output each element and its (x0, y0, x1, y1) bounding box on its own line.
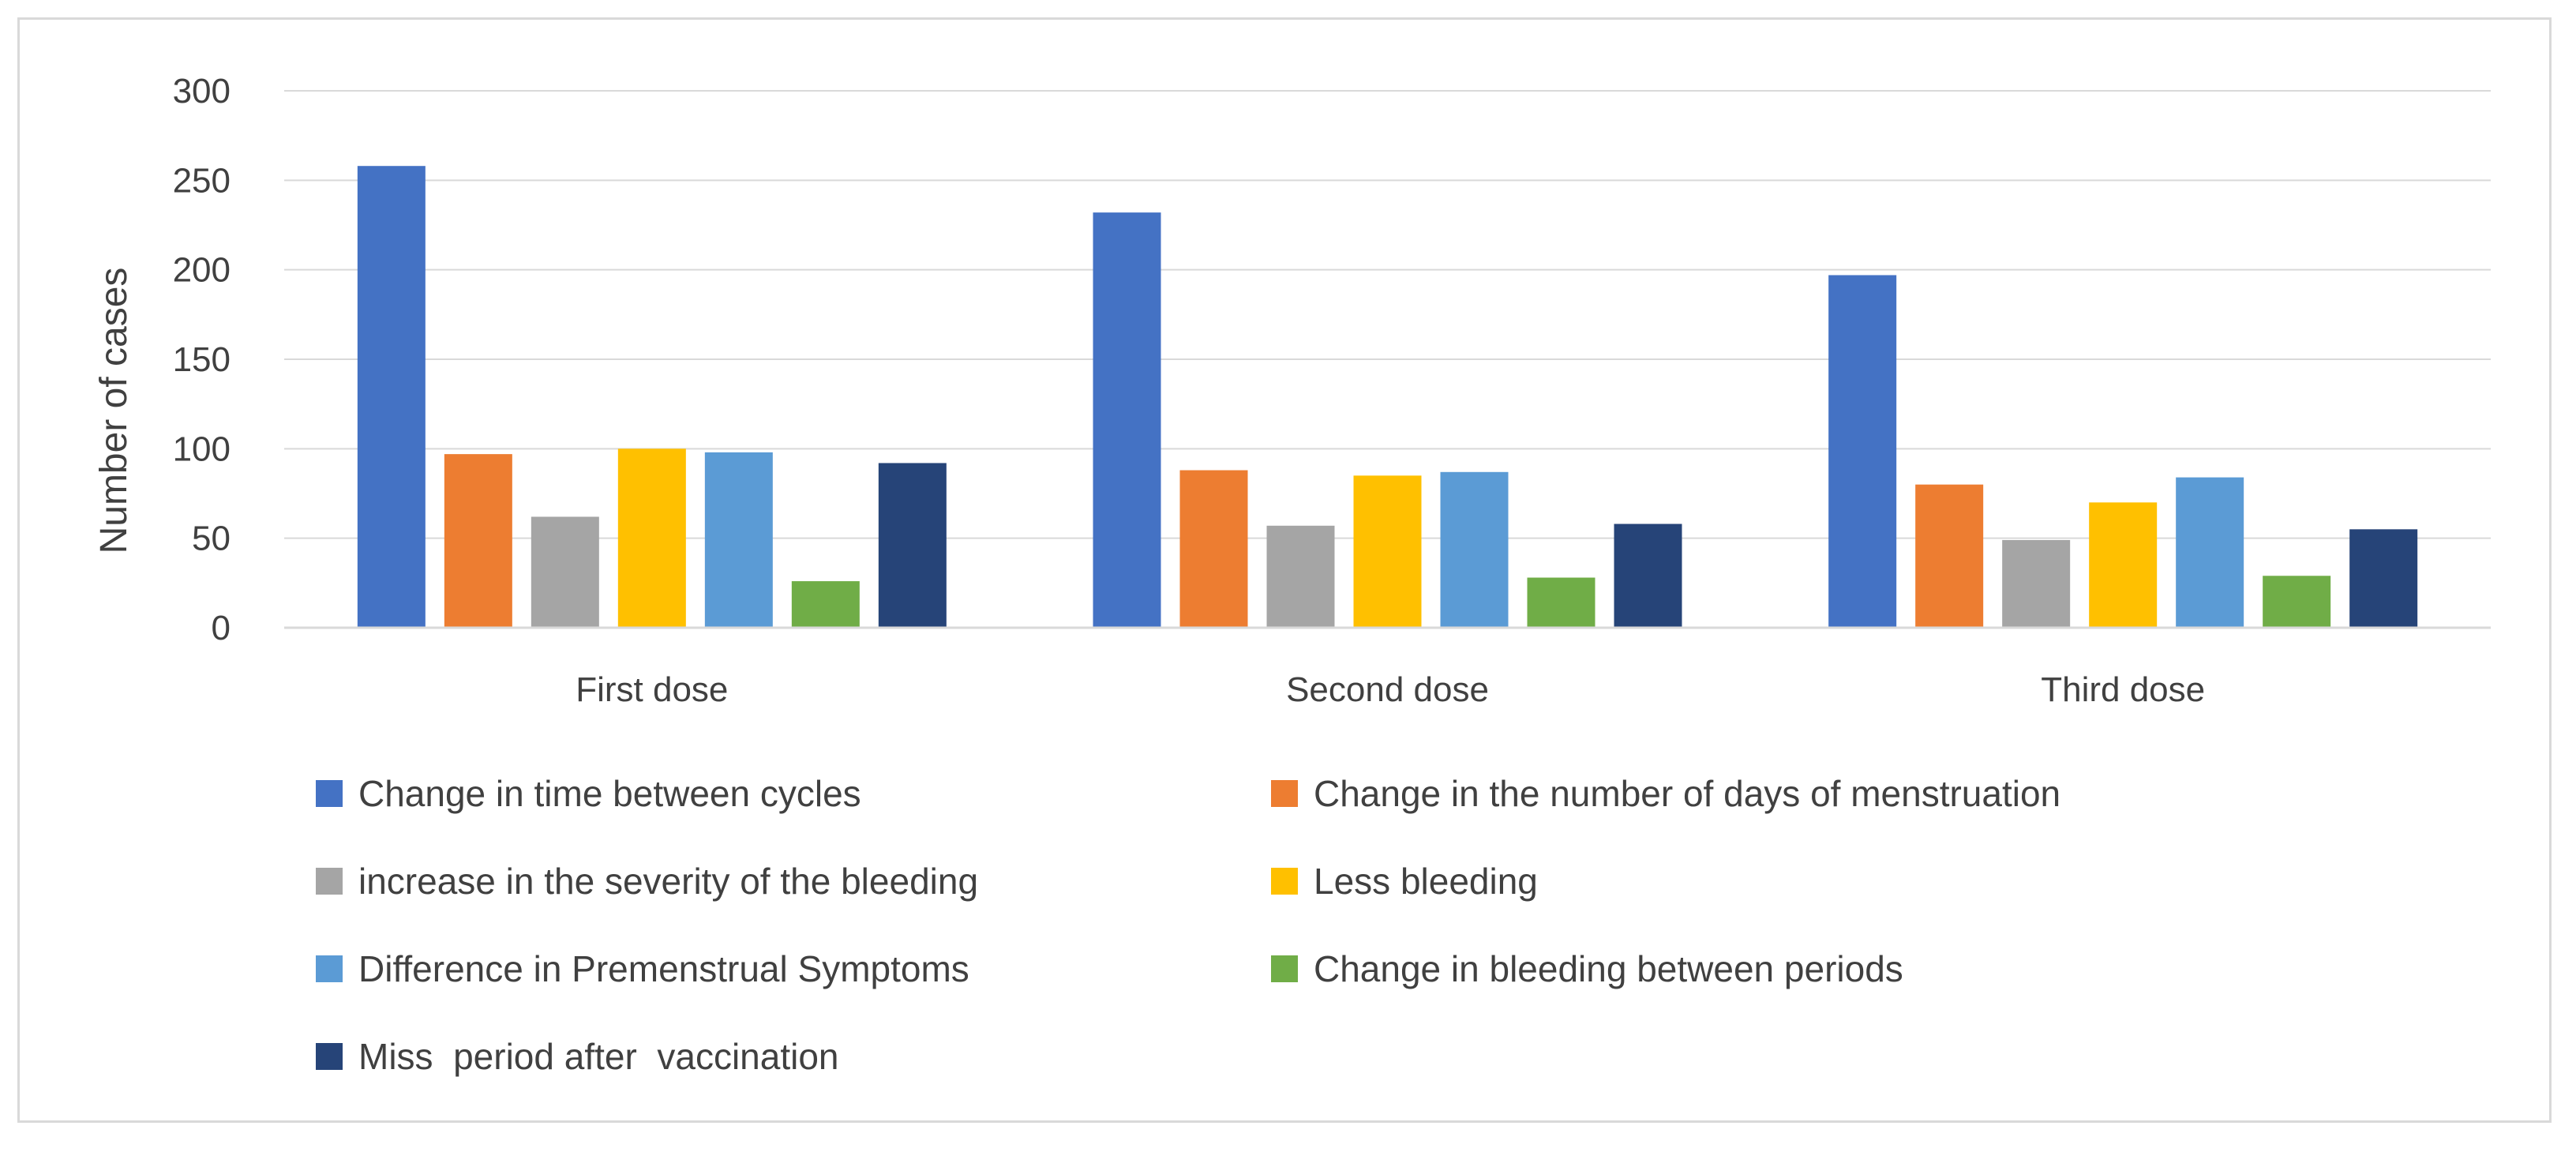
y-tick-label: 250 (173, 161, 231, 200)
legend: Change in time between cycles Change in t… (316, 773, 2060, 1077)
bar-6-2 (1527, 577, 1595, 628)
x-axis-ticks: First dose Second dose Third dose (576, 670, 2205, 709)
legend-swatch (1271, 955, 1298, 982)
bar-2-1 (444, 454, 512, 628)
y-tick-label: 50 (192, 520, 231, 558)
legend-item: increase in the severity of the bleeding (316, 861, 978, 902)
y-tick-label: 200 (173, 251, 231, 290)
y-tick-label: 300 (173, 72, 231, 111)
legend-swatch (316, 868, 343, 895)
bar-1-1 (357, 166, 426, 628)
bar-5-2 (1440, 471, 1509, 628)
bar-1-2 (1093, 212, 1161, 629)
legend-label: Change in bleeding between periods (1314, 948, 1903, 989)
legend-item: Change in the number of days of menstrua… (1271, 773, 2060, 814)
bar-2-3 (1915, 484, 1984, 628)
y-tick-label: 0 (212, 609, 231, 647)
legend-item: Change in time between cycles (316, 773, 861, 814)
y-axis-ticks: 0 50 100 150 200 250 300 (173, 72, 231, 647)
x-tick-label: First dose (576, 670, 728, 709)
bar-3-1 (531, 516, 599, 628)
bar-1-3 (1828, 275, 1897, 628)
legend-swatch (1271, 868, 1298, 895)
legend-swatch (316, 955, 343, 982)
bar-4-1 (617, 448, 686, 628)
bar-4-3 (2089, 502, 2158, 628)
y-axis-title: Number of cases (93, 268, 135, 554)
bar-7-1 (878, 463, 947, 628)
legend-label: Change in time between cycles (358, 773, 861, 814)
bar-3-3 (2002, 539, 2071, 628)
legend-label: Change in the number of days of menstrua… (1314, 773, 2060, 814)
bar-4-2 (1353, 475, 1422, 628)
bar-6-3 (2263, 576, 2331, 628)
legend-swatch (1271, 780, 1298, 807)
legend-swatch (316, 1043, 343, 1070)
legend-item: Change in bleeding between periods (1271, 948, 1903, 989)
legend-label: Less bleeding (1314, 861, 1538, 902)
legend-label: Miss period after vaccination (358, 1036, 839, 1077)
legend-item: Less bleeding (1271, 861, 1538, 902)
y-tick-label: 150 (173, 340, 231, 379)
bar-6-1 (791, 581, 860, 628)
bar-2-2 (1179, 470, 1248, 628)
gridlines (284, 90, 2491, 539)
bar-7-2 (1614, 523, 1682, 628)
legend-item: Miss period after vaccination (316, 1036, 839, 1077)
bar-5-3 (2176, 477, 2244, 628)
legend-item: Difference in Premenstrual Symptoms (316, 948, 969, 989)
y-tick-label: 100 (173, 430, 231, 468)
x-tick-label: Third dose (2041, 670, 2205, 709)
bar-5-1 (704, 452, 773, 628)
x-tick-label: Second dose (1286, 670, 1489, 709)
bars (357, 166, 2418, 629)
legend-swatch (316, 780, 343, 807)
legend-label: increase in the severity of the bleeding (358, 861, 978, 902)
legend-label: Difference in Premenstrual Symptoms (358, 948, 969, 989)
bar-7-3 (2349, 529, 2418, 628)
bar-3-2 (1266, 525, 1335, 628)
